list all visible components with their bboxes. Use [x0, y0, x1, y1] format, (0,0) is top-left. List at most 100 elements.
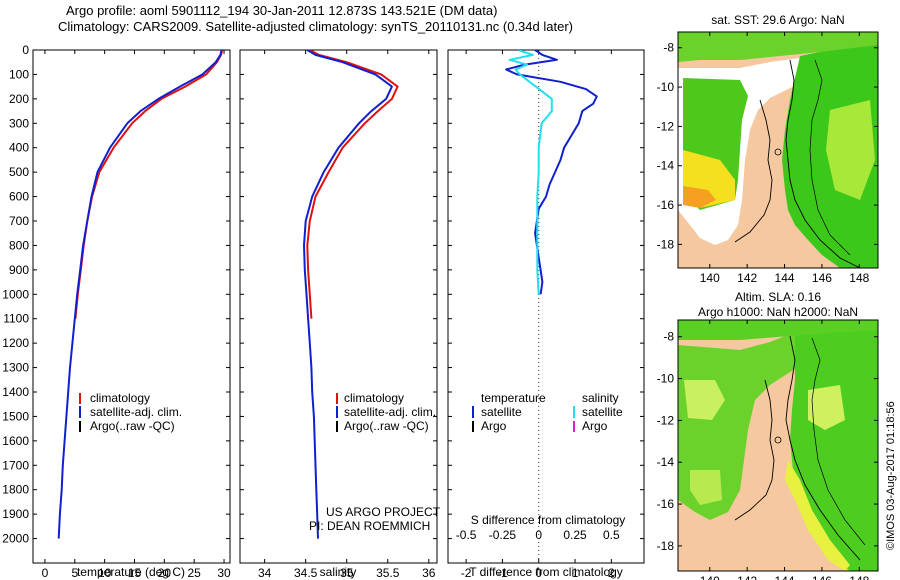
y-tick-label: 600 [9, 190, 29, 204]
difference-series [505, 50, 598, 295]
sla-north-sea-field [678, 320, 878, 340]
y-tick-label: 300 [9, 116, 29, 130]
figure-title-line2: Climatology: CARS2009. Satellite-adjuste… [58, 19, 573, 34]
map-y-tick-label: -16 [657, 198, 675, 212]
sla-gulf-pale-patch [684, 380, 725, 420]
legend-climatology-label: climatology [90, 391, 150, 405]
legend-climatology-label: climatology [344, 391, 404, 405]
map-x-tick-label: 140 [700, 574, 720, 580]
x-tick-label: 0 [535, 566, 542, 580]
sst-map-title: sat. SST: 29.6 Argo: NaN [711, 13, 844, 27]
map-x-tick-label: 142 [737, 271, 757, 285]
x-tick-label: 30 [217, 566, 231, 580]
y-tick-label: 0 [22, 43, 29, 57]
legend-salinity-header: salinity [582, 391, 619, 405]
map-x-tick-label: 148 [849, 271, 869, 285]
x-tick-label: 10 [98, 566, 112, 580]
y-tick-label: 1500 [2, 409, 29, 423]
y-tick-label: 1100 [3, 312, 29, 326]
x-tick-label: 20 [158, 566, 172, 580]
series-line-climatology [306, 50, 399, 319]
x-tick-label: 25 [188, 566, 202, 580]
s-diff-tick-label: -0.5 [456, 528, 477, 542]
legend-argo-label: Argo(..raw -QC) [90, 419, 175, 433]
map-x-tick-label: 144 [775, 574, 795, 580]
map-x-tick-label: 146 [812, 574, 832, 580]
y-tick-label: 1300 [2, 361, 29, 375]
y-tick-label: 1200 [2, 336, 29, 350]
y-tick-label: 1000 [2, 287, 29, 301]
project-note-line1: US ARGO PROJECT [326, 505, 441, 519]
sla-coral-sea-field [790, 320, 878, 571]
legend-argo-label: Argo(..raw -QC) [344, 419, 429, 433]
salinity-legend: climatology satellite-adj. clim. Argo(..… [336, 391, 436, 433]
map-y-tick-label: -14 [657, 159, 675, 173]
y-tick-label: 1700 [2, 458, 29, 472]
sla-map-axes: 140 142 144 146 148 -8 -10 -12 -14 -16 -18 [657, 320, 878, 580]
sla-coastline [734, 335, 861, 561]
sla-coral-highlight [808, 385, 845, 430]
sst-north-sea [678, 32, 878, 62]
salinity-axes: 34 34.5 35 35.5 36 [240, 49, 437, 580]
series-line-satellite-adj-clim- [57, 50, 223, 539]
map-y-tick-label: -10 [657, 80, 675, 94]
sla-map-frame [677, 319, 879, 572]
x-tick-label: 34.5 [294, 566, 318, 580]
sla-map-title-line1: Altim. SLA: 0.16 [735, 290, 821, 304]
x-tick-label: 35 [340, 566, 354, 580]
x-tick-label: -2 [461, 566, 472, 580]
map-y-tick-label: -18 [657, 539, 675, 553]
s-difference-axis-label: S difference from climatology [471, 513, 626, 527]
sst-gulf-hot-patch [683, 186, 716, 208]
map-y-tick-label: -10 [657, 372, 675, 386]
map-y-tick-label: -16 [657, 497, 675, 511]
legend-t-satellite-label: satellite [481, 405, 522, 419]
t-difference-axis-label: T difference from climatology [469, 565, 623, 579]
legend-s-satellite-label: satellite [582, 405, 623, 419]
s-diff-tick-label: 0.25 [563, 528, 587, 542]
x-tick-label: 35.5 [376, 566, 400, 580]
x-tick-label: -1 [497, 566, 508, 580]
y-tick-label: 1800 [2, 483, 29, 497]
x-tick-label: 34 [258, 566, 272, 580]
y-tick-label: 1900 [2, 507, 29, 521]
x-tick-label: 2 [608, 566, 615, 580]
y-tick-label: 900 [9, 263, 29, 277]
sla-argo-marker [774, 436, 782, 444]
map-y-tick-label: -14 [657, 455, 675, 469]
sla-coastal-band [785, 460, 850, 571]
temperature-axes: 0100200300400500600700800900100011001200… [2, 43, 231, 580]
y-tick-label: 2000 [2, 532, 29, 546]
sst-map [677, 31, 879, 269]
difference-legend: temperature salinity satellite Argo sate… [472, 391, 623, 433]
map-x-tick-label: 144 [775, 271, 795, 285]
x-tick-label: 0 [42, 566, 49, 580]
y-tick-label: 500 [9, 165, 29, 179]
map-y-tick-label: -8 [663, 330, 674, 344]
map-y-tick-label: -18 [657, 237, 675, 251]
y-tick-label: 800 [9, 238, 29, 252]
x-tick-label: 1 [572, 566, 579, 580]
series-line-salinity-satellite [508, 50, 553, 295]
temperature-series [57, 50, 224, 539]
map-x-tick-label: 148 [849, 574, 869, 580]
series-line-satellite-adj-clim- [303, 50, 393, 539]
temperature-legend: climatology satellite-adj. clim. Argo(..… [79, 391, 182, 433]
sla-gulf-pale-patch-south [690, 470, 722, 505]
sla-isobath [811, 337, 866, 546]
salinity-panel-frame [239, 49, 438, 564]
sst-map-frame [677, 31, 879, 269]
project-note-line2: PI: DEAN ROEMMICH [309, 519, 430, 533]
map-y-tick-label: -12 [657, 119, 675, 133]
y-tick-label: 1400 [2, 385, 29, 399]
sla-map [677, 319, 879, 572]
salinity-axis-label: salinity [320, 565, 357, 579]
x-tick-label: 5 [71, 566, 78, 580]
s-diff-tick-label: -0.25 [489, 528, 517, 542]
credit-stamp: ©IMOS 03-Aug-2017 01:18:56 [885, 401, 897, 550]
y-tick-label: 200 [9, 92, 29, 106]
s-diff-tick-label: 0.5 [603, 528, 620, 542]
sst-isobath [809, 59, 851, 256]
